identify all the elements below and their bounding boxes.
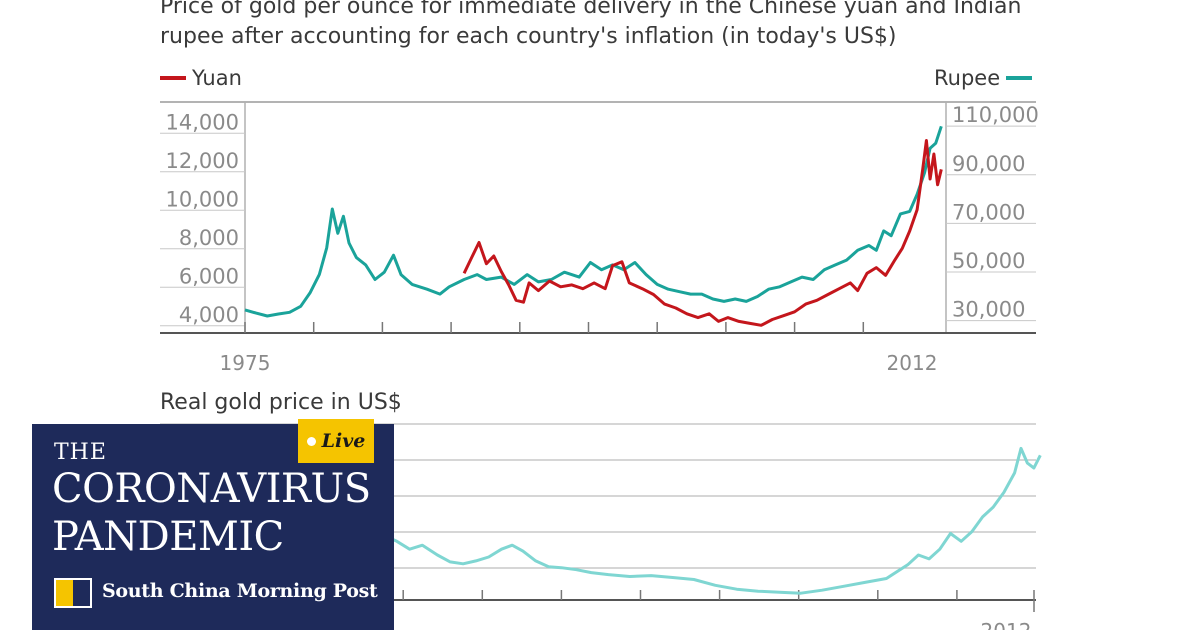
chart1-right-tick-1: 90,000 [952, 152, 1025, 176]
banner-title-line1: CORONAVIRUS [52, 466, 371, 512]
legend-rupee-label: Rupee [934, 66, 1001, 90]
chart1-right-tick-4: 30,000 [952, 298, 1025, 322]
chart1-xlabel-start: 1975 [220, 351, 271, 375]
chart1-xlabel-end: 2012 [887, 351, 938, 375]
chart1-title-line2: rupee after accounting for each country'… [160, 24, 897, 49]
chart1-right-tick-0: 110,000 [952, 103, 1039, 127]
chart1-left-tick-1: 12,000 [166, 149, 239, 173]
chart1-left-tick-0: 14,000 [166, 110, 239, 134]
chart1-title-line1: Price of gold per ounce for immediate de… [160, 0, 1022, 19]
legend-rupee: Rupee [934, 66, 1033, 90]
chart1-right-tick-2: 70,000 [952, 200, 1025, 224]
legend-rupee-swatch [1006, 76, 1033, 80]
chart1-left-tick-2: 10,000 [166, 187, 239, 211]
live-label: Live [321, 430, 366, 452]
legend-yuan: Yuan [160, 66, 242, 90]
brand-name: South China Morning Post [102, 580, 378, 602]
chart1-left-tick-4: 6,000 [179, 264, 239, 288]
live-badge[interactable]: Live [298, 419, 374, 463]
chart1-right-tick-3: 50,000 [952, 249, 1025, 273]
chart2-title: Real gold price in US$ [160, 390, 402, 415]
yuan-series-line [462, 139, 943, 327]
banner-kicker: THE [54, 440, 107, 465]
legend-yuan-label: Yuan [192, 66, 242, 90]
scmp-logo-icon [54, 578, 92, 608]
live-dot-icon [306, 436, 316, 446]
rupee-series-line [244, 125, 943, 318]
legend-yuan-swatch [160, 76, 186, 80]
chart2-xlabel-end: 2012 [981, 619, 1032, 630]
chart1-left-tick-5: 4,000 [179, 303, 239, 327]
chart1-left-tick-3: 8,000 [179, 226, 239, 250]
banner-title-line2: PANDEMIC [52, 514, 284, 560]
